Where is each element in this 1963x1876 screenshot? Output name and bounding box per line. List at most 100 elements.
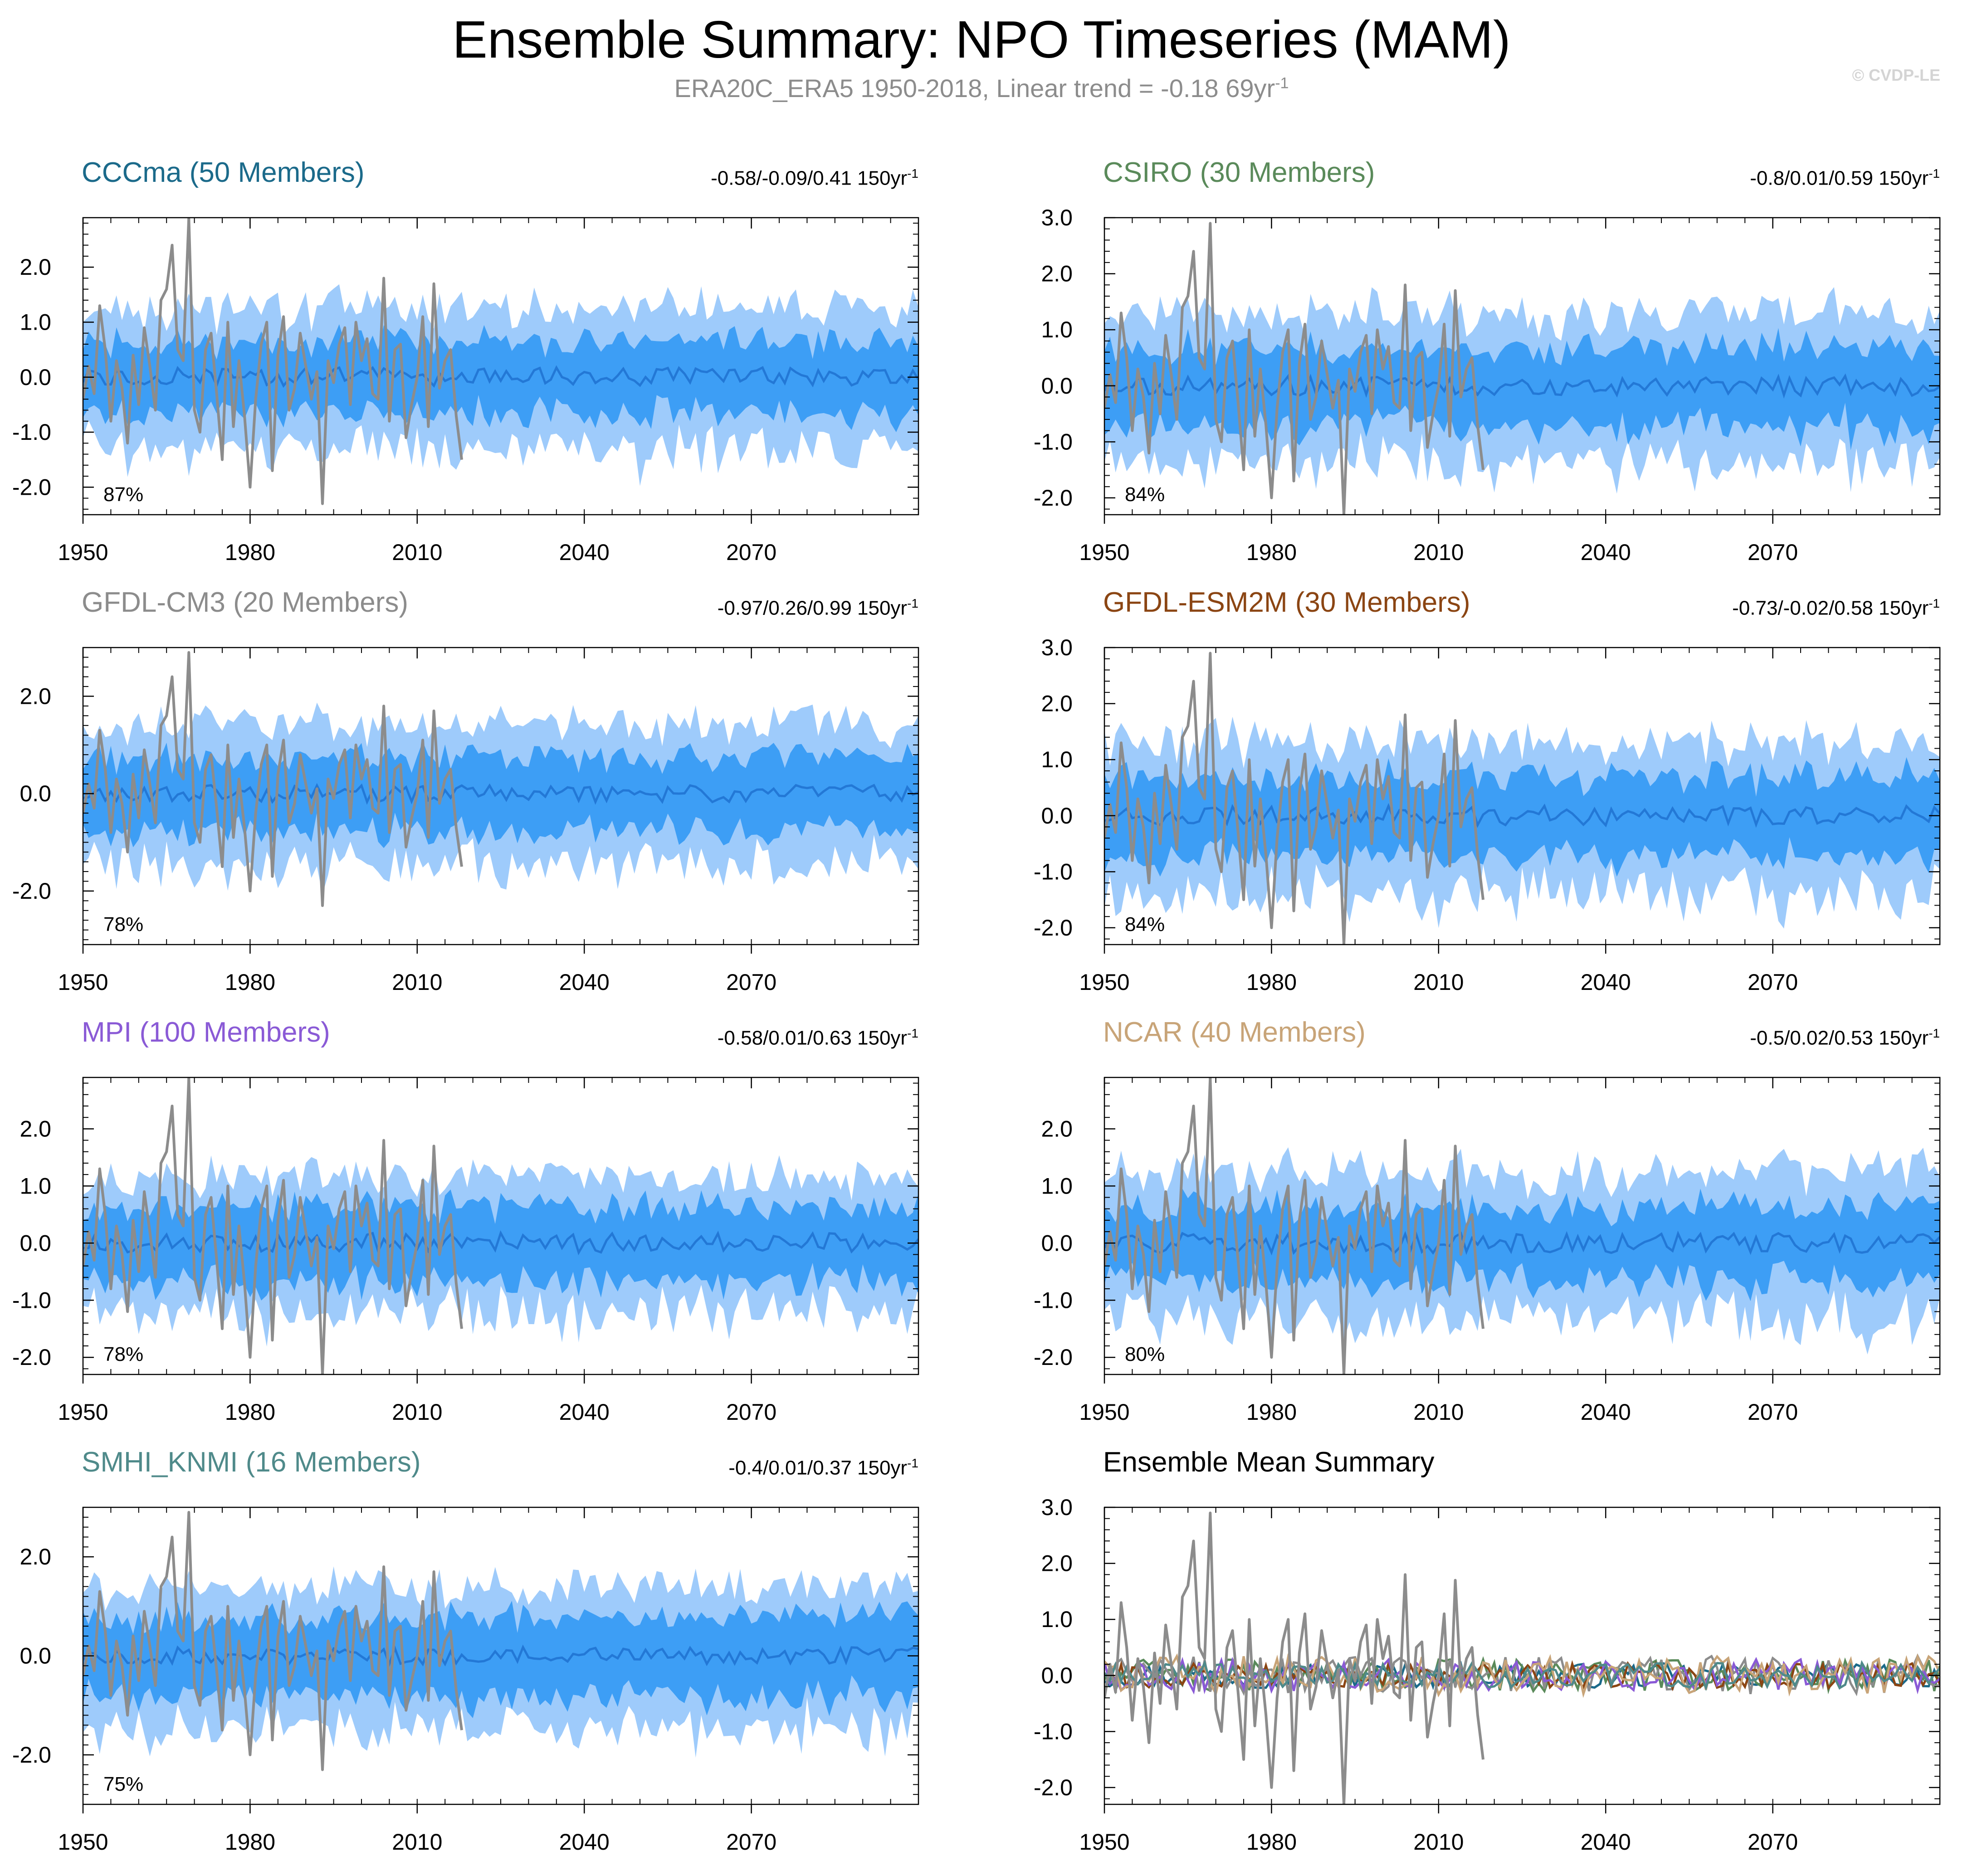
panel-gfdl-esm2m: GFDL-ESM2M (30 Members) -0.73/-0.02/0.58… [1021,586,1963,1016]
figure-title: Ensemble Summary: NPO Timeseries (MAM) [452,10,1511,69]
y-tick-label: 1.0 [1041,747,1073,772]
y-tick-label: 2.0 [1041,691,1073,716]
panel-plot: 3.0 2.0 1.0 0.0 -1.0 -2.0 1950 1980 2010 2040 2070 [1034,1495,1941,1855]
panel-mpi: MPI (100 Members) -0.58/0.01/0.63 150yr-… [0,1016,952,1446]
y-tick-label: 2.0 [20,1116,51,1141]
trend-range-text: -0.97/0.26/0.99 150yr [717,597,908,619]
y-tick-label: -2.0 [1034,1775,1073,1800]
panel-title: NCAR (40 Members) [1103,1017,1366,1048]
trend-range-text: -0.4/0.01/0.37 150yr [728,1457,908,1479]
x-tick-label: 2040 [559,970,610,995]
y-tick-label: 1.0 [20,309,51,335]
y-tick-label: -2.0 [1034,1345,1073,1370]
y-tick-label: -2.0 [12,474,51,500]
y-tick-label: 0.0 [20,1230,51,1256]
panel-title: Ensemble Mean Summary [1103,1447,1435,1478]
y-tick-label: -2.0 [12,1345,51,1370]
observation-line [83,1077,463,1374]
percent-label: 80% [1125,1343,1165,1365]
trend-range-superscript: -1 [907,1456,918,1470]
x-tick-label: 1980 [225,970,275,995]
observation-line [1104,1511,1484,1804]
x-tick-label: 2040 [1581,1829,1631,1855]
x-tick-label: 1950 [58,970,108,995]
x-tick-label: 2010 [392,540,442,565]
x-tick-label: 1950 [58,540,108,565]
y-tick-label: 2.0 [1041,1116,1073,1141]
y-tick-label: 3.0 [1041,1495,1073,1520]
panel-plot: 3.0 2.0 1.0 0.0 -1.0 -2.0 1950 1980 2010 2040 2070… [1034,635,1941,995]
plot-area [1104,652,1940,945]
panel-trend-range: -0.58/0.01/0.63 150yr-1 [718,1026,918,1050]
percent-label: 84% [1125,913,1165,936]
observation-line [83,651,463,907]
plot-area [83,651,918,907]
panel-gfdl-cm3: GFDL-CM3 (20 Members) -0.97/0.26/0.99 15… [0,586,952,1016]
trend-range-superscript: -1 [907,166,918,180]
panel-smhi-knmi: SMHI_KNMI (16 Members) -0.4/0.01/0.37 15… [0,1446,952,1876]
inner-percentile-band [83,1189,918,1302]
ensemble-mean-series-line [1104,1656,1940,1695]
trend-range-text: -0.8/0.01/0.59 150yr [1750,167,1929,190]
panel-title: CSIRO (30 Members) [1103,157,1375,188]
trend-range-superscript: -1 [1929,166,1940,180]
ensemble-mean-line [83,365,918,389]
ensemble-mean-line [1104,1230,1940,1256]
y-tick-label: 0.0 [1041,803,1073,828]
y-tick-label: -1.0 [1034,859,1073,884]
ensemble-mean-line [83,783,918,805]
x-tick-label: 1980 [1246,540,1297,565]
trend-range-superscript: -1 [1929,1026,1940,1040]
x-tick-label: 2010 [392,1399,442,1425]
panel-trend-range: -0.58/-0.09/0.41 150yr-1 [711,166,918,190]
ensemble-mean-series-line [1104,1657,1940,1695]
percent-label: 87% [103,483,143,506]
y-tick-label: -1.0 [1034,1719,1073,1744]
x-tick-label: 2010 [392,970,442,995]
ensemble-mean-line [1104,803,1940,828]
panel-plot: 3.0 2.0 1.0 0.0 -1.0 -2.0 1950 1980 2010 2040 2070… [1034,205,1941,565]
x-tick-label: 1950 [1079,1829,1129,1855]
x-tick-label: 2070 [1748,970,1798,995]
panel-ncar: NCAR (40 Members) -0.5/0.02/0.53 150yr-1… [1021,1016,1963,1446]
y-tick-label: -1.0 [1034,429,1073,454]
ensemble-mean-line [1104,373,1940,399]
y-tick-label: 0.0 [20,365,51,390]
x-tick-label: 2040 [1581,970,1631,995]
x-tick-label: 2070 [726,1829,776,1855]
panel-trend-range: -0.73/-0.02/0.58 150yr-1 [1732,596,1940,620]
observation-line [83,218,463,505]
trend-range-text: -0.73/-0.02/0.58 150yr [1732,597,1929,619]
trend-range-text: -0.58/0.01/0.63 150yr [717,1027,908,1049]
y-tick-label: 2.0 [1041,1551,1073,1576]
x-tick-label: 2010 [392,1829,442,1855]
plot-area [1104,1077,1940,1374]
x-tick-label: 2010 [1413,1829,1464,1855]
panel-trend-range: -0.8/0.01/0.59 150yr-1 [1750,166,1940,190]
x-tick-label: 1980 [1246,970,1297,995]
trend-range-superscript: -1 [907,596,918,610]
panel-title: MPI (100 Members) [82,1017,330,1048]
observation-line [1104,1077,1484,1374]
observation-line [83,1511,463,1771]
trend-range-superscript: -1 [907,1026,918,1040]
observation-line [1104,222,1484,515]
panel-trend-range: -0.97/0.26/0.99 150yr-1 [718,596,918,620]
plot-area [83,218,918,505]
x-tick-label: 1980 [1246,1399,1297,1425]
y-tick-label: 0.0 [1041,1663,1073,1688]
panel-plot: 2.0 1.0 0.0 -1.0 -2.0 1950 1980 2010 2040 2070 87% [12,217,919,565]
x-tick-label: 2070 [726,540,776,565]
x-tick-label: 1950 [1079,970,1129,995]
x-tick-label: 2070 [726,1399,776,1425]
x-tick-label: 2070 [1748,1829,1798,1855]
panel-title: GFDL-ESM2M (30 Members) [1103,587,1470,618]
inner-percentile-band [1104,1189,1940,1301]
y-tick-label: -1.0 [12,419,51,445]
x-tick-label: 2070 [1748,1399,1798,1425]
x-tick-label: 2040 [1581,540,1631,565]
x-tick-label: 2010 [1413,970,1464,995]
subtitle-text: ERA20C_ERA5 1950-2018, Linear trend = -0… [674,74,1275,102]
x-tick-label: 2070 [1748,540,1798,565]
panel-trend-range: -0.5/0.02/0.53 150yr-1 [1750,1026,1940,1050]
